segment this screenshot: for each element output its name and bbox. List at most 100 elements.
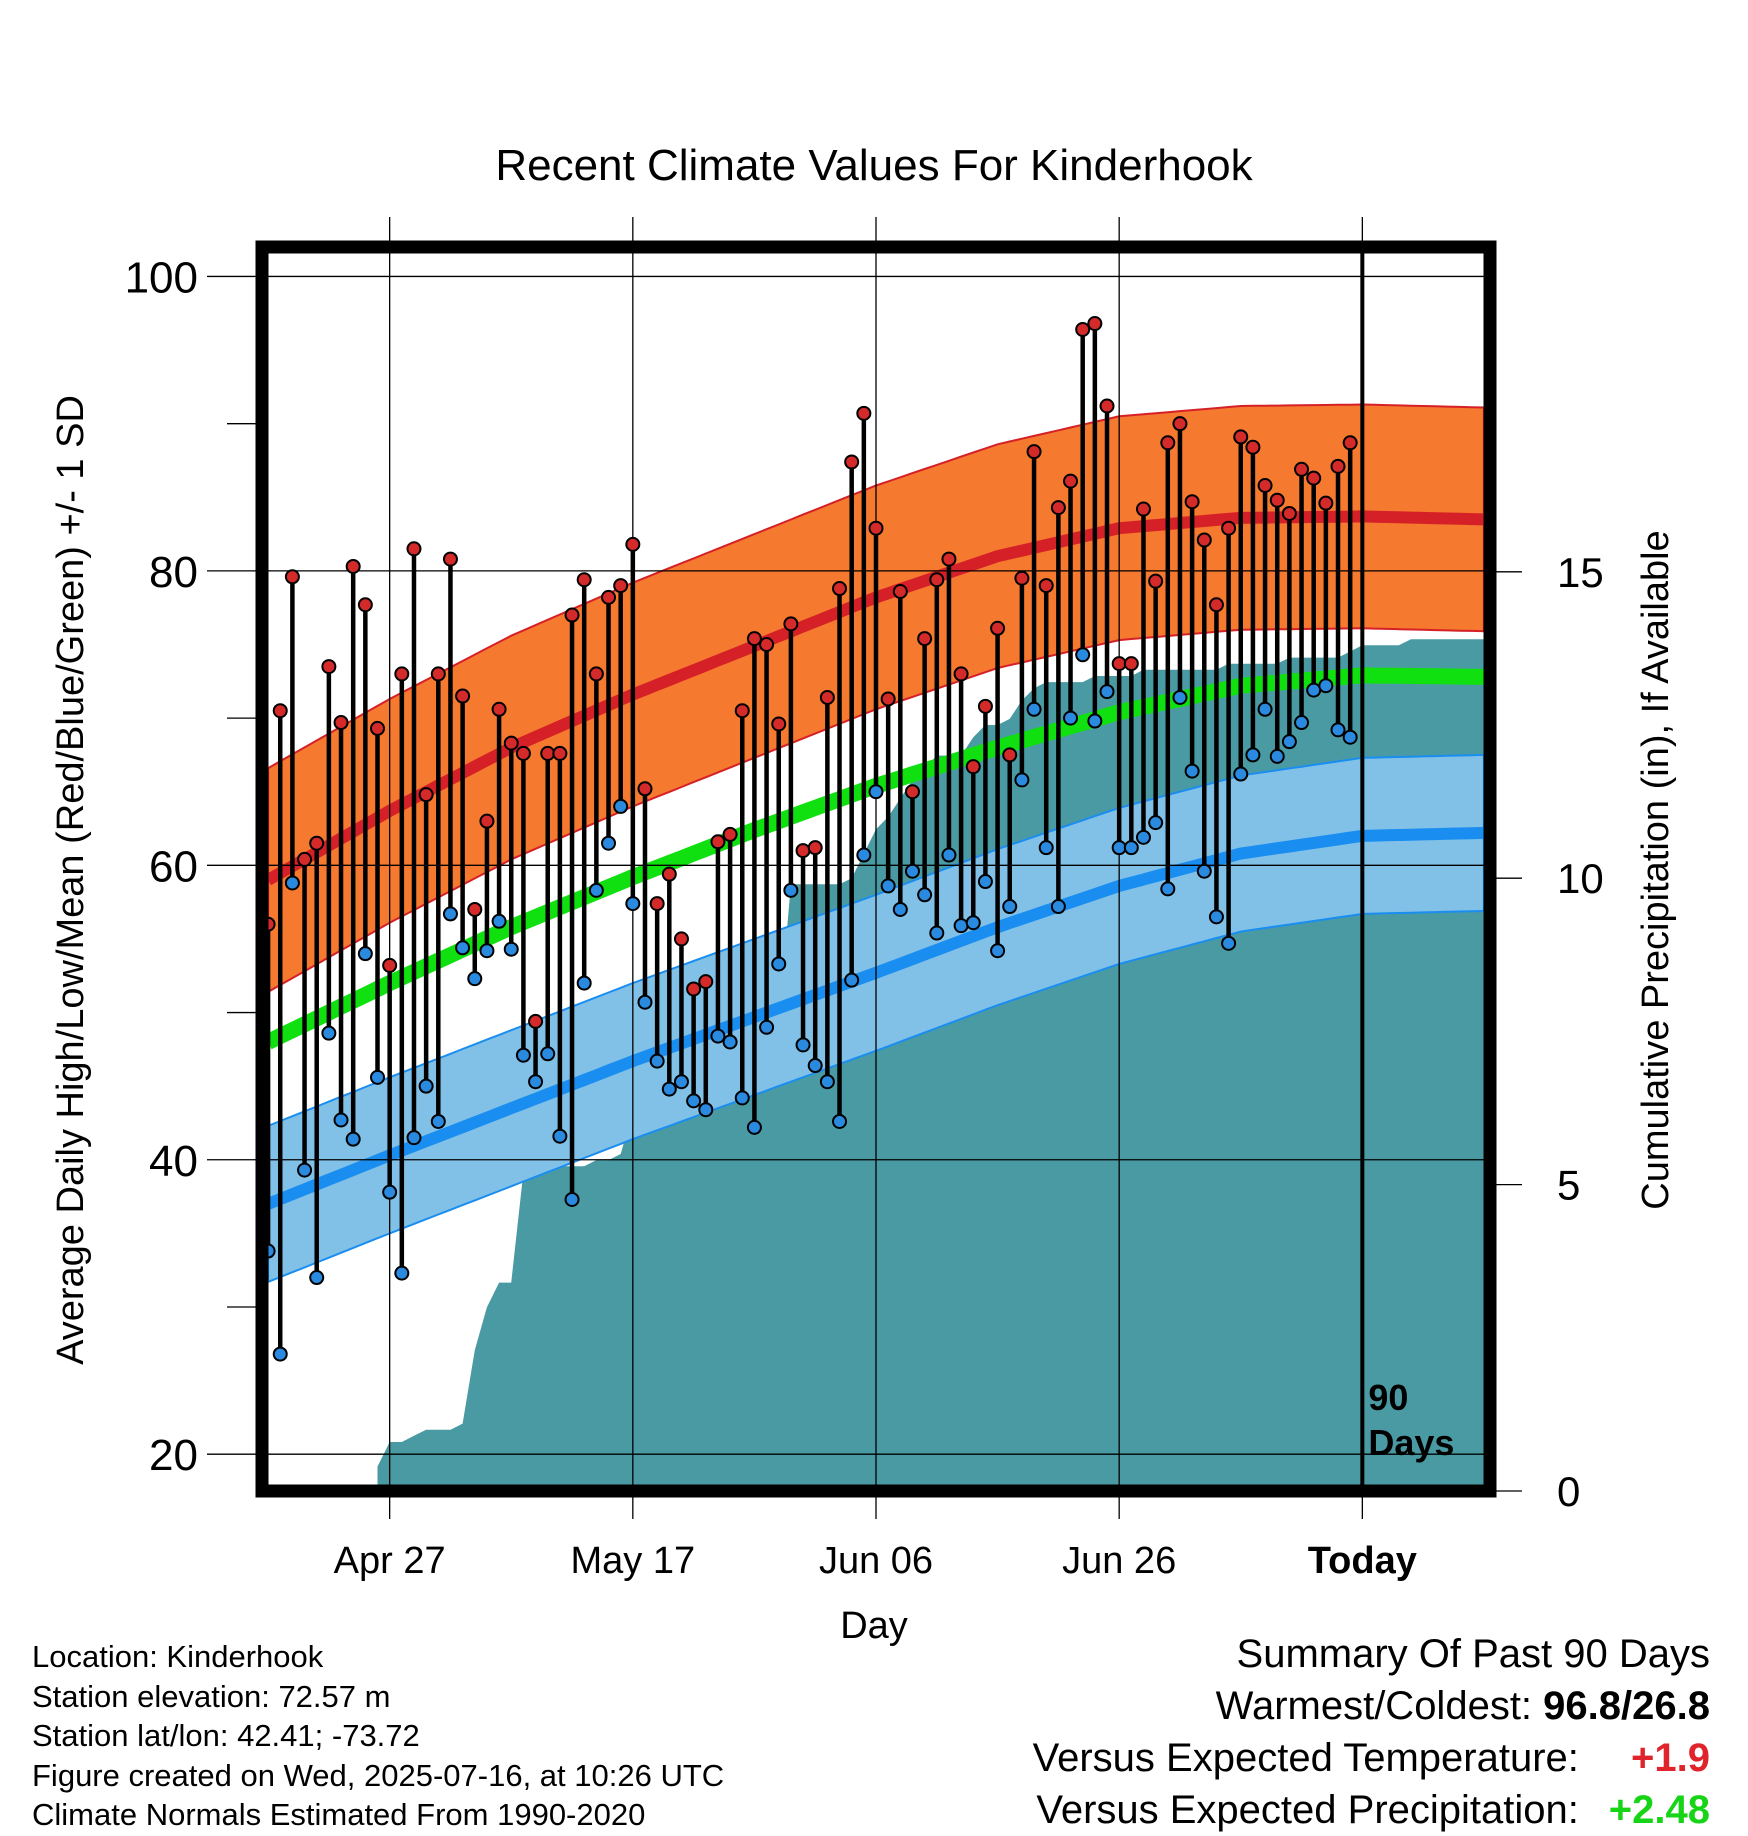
today-days-label: 90 <box>1368 1377 1408 1418</box>
daily-low-point <box>856 847 872 863</box>
daily-high-point <box>625 536 641 552</box>
daily-low-point <box>1099 684 1115 700</box>
daily-high-point <box>1123 656 1139 672</box>
daily-low-point <box>819 1074 835 1090</box>
precip-vs-expected-label: Versus Expected Precipitation: <box>1036 1788 1579 1832</box>
temp-vs-expected-value: +1.9 <box>1631 1736 1710 1780</box>
daily-high-point <box>1221 520 1237 536</box>
daily-low-point <box>309 1270 325 1286</box>
daily-low-point <box>686 1093 702 1109</box>
daily-low-point <box>1257 701 1273 717</box>
daily-low-point <box>1038 840 1054 856</box>
daily-high-point <box>661 866 677 882</box>
elevation-text: Station elevation: 72.57 m <box>32 1678 391 1714</box>
summary-precip-row: Versus Expected Precipitation: +2.48 <box>1033 1784 1710 1836</box>
daily-low-point <box>904 863 920 879</box>
daily-low-point <box>1208 909 1224 925</box>
daily-high-point <box>795 843 811 859</box>
daily-low-point <box>795 1037 811 1053</box>
daily-high-point <box>1281 505 1297 521</box>
daily-low-point <box>1123 840 1139 856</box>
daily-high-point <box>1208 597 1224 613</box>
daily-low-point <box>297 1162 313 1178</box>
daily-low-point <box>467 971 483 987</box>
daily-low-point <box>1026 701 1042 717</box>
daily-high-point <box>613 578 629 594</box>
daily-low-point <box>807 1058 823 1074</box>
daily-low-point <box>394 1265 410 1281</box>
daily-high-point <box>418 787 434 803</box>
daily-low-point <box>917 887 933 903</box>
daily-low-point <box>406 1130 422 1146</box>
daily-low-point <box>868 784 884 800</box>
daily-low-point <box>540 1046 556 1062</box>
summary-panel: Summary Of Past 90 Days Warmest/Coldest:… <box>1033 1628 1710 1836</box>
y2-axis-label: Cumulative Precipitation (in), If Availa… <box>1635 530 1677 1209</box>
daily-high-point <box>528 1013 544 1029</box>
daily-low-point <box>1014 772 1030 788</box>
daily-low-point <box>382 1184 398 1200</box>
y2-tick-label: 15 <box>1557 549 1604 596</box>
daily-high-point <box>333 715 349 731</box>
daily-high-point <box>856 405 872 421</box>
daily-high-point <box>467 901 483 917</box>
precip-vs-expected-value: +2.48 <box>1608 1788 1710 1832</box>
summary-warm-cold-row: Warmest/Coldest: 96.8/26.8 <box>1033 1680 1710 1732</box>
x-tick-label: Jun 06 <box>819 1540 933 1582</box>
daily-high-point <box>1050 500 1066 516</box>
today-days-label: Days <box>1368 1422 1454 1463</box>
daily-low-point <box>1330 722 1346 738</box>
daily-low-point <box>503 941 519 957</box>
daily-low-point <box>588 882 604 898</box>
daily-low-point <box>564 1192 580 1208</box>
daily-low-point <box>601 835 617 851</box>
daily-high-point <box>309 835 325 851</box>
daily-high-point <box>941 551 957 567</box>
daily-low-point <box>1196 863 1212 879</box>
daily-low-point <box>1002 899 1018 915</box>
x-axis-label: Day <box>840 1605 908 1647</box>
daily-low-point <box>1342 729 1358 745</box>
daily-low-point <box>1269 748 1285 764</box>
daily-high-point <box>904 784 920 800</box>
daily-high-point <box>272 703 288 719</box>
summary-title: Summary Of Past 90 Days <box>1236 1632 1710 1676</box>
daily-low-point <box>442 906 458 922</box>
daily-high-point <box>1196 532 1212 548</box>
daily-high-point <box>321 659 337 675</box>
daily-high-point <box>965 759 981 775</box>
daily-low-point <box>1318 678 1334 694</box>
daily-high-point <box>297 851 313 867</box>
daily-low-point <box>528 1074 544 1090</box>
daily-low-point <box>746 1119 762 1135</box>
daily-high-point <box>382 957 398 973</box>
daily-high-point <box>1014 570 1030 586</box>
daily-low-point <box>661 1081 677 1097</box>
daily-high-point <box>357 597 373 613</box>
daily-low-point <box>832 1113 848 1129</box>
daily-high-point <box>1172 416 1188 432</box>
daily-high-point <box>503 735 519 751</box>
daily-high-point <box>686 981 702 997</box>
daily-high-point <box>698 974 714 990</box>
x-tick-label: May 17 <box>571 1540 696 1582</box>
daily-high-point <box>515 745 531 761</box>
daily-high-point <box>1087 316 1103 332</box>
daily-high-point <box>832 581 848 597</box>
daily-high-point <box>868 520 884 536</box>
daily-low-point <box>1135 829 1151 845</box>
daily-low-point <box>673 1074 689 1090</box>
daily-low-point <box>880 878 896 894</box>
daily-high-point <box>394 666 410 682</box>
daily-high-point <box>479 813 495 829</box>
y-tick-label: 40 <box>149 1137 198 1186</box>
daily-low-point <box>844 972 860 988</box>
summary-temp-row: Versus Expected Temperature: +1.9 <box>1033 1732 1710 1784</box>
y-tick-label: 60 <box>149 842 198 891</box>
daily-low-point <box>1294 715 1310 731</box>
latlon-text: Station lat/lon: 42.41; -73.72 <box>32 1718 420 1753</box>
daily-high-point <box>1002 747 1018 763</box>
station-info: Location: Kinderhook Station elevation: … <box>32 1637 724 1835</box>
daily-high-point <box>1318 495 1334 511</box>
